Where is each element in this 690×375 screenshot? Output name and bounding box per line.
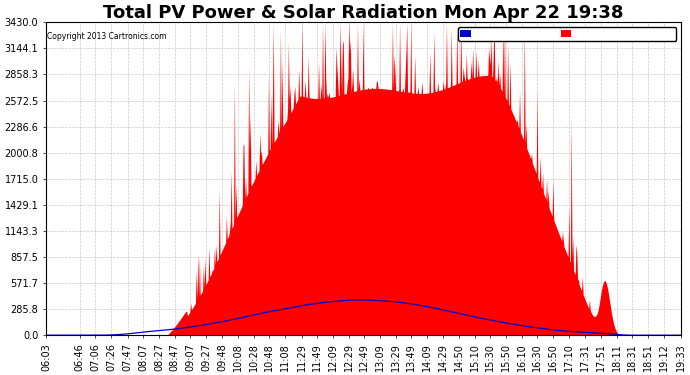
Text: Copyright 2013 Cartronics.com: Copyright 2013 Cartronics.com xyxy=(47,32,166,41)
Legend: Radiation (w/m2), PV Panels (DC Watts): Radiation (w/m2), PV Panels (DC Watts) xyxy=(457,27,676,41)
Title: Total PV Power & Solar Radiation Mon Apr 22 19:38: Total PV Power & Solar Radiation Mon Apr… xyxy=(104,4,624,22)
